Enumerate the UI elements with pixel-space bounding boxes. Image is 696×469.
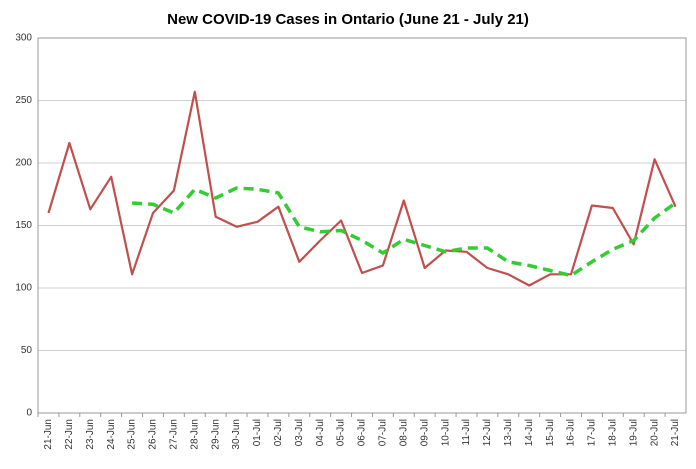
x-tick-label: 29-Jun <box>210 419 221 450</box>
x-tick-label: 19-Jul <box>628 419 639 446</box>
x-tick-label: 10-Jul <box>440 419 451 446</box>
x-tick-label: 21-Jun <box>43 419 54 450</box>
series-line <box>47 90 677 287</box>
x-tick-label: 14-Jul <box>524 419 535 446</box>
x-tick-label: 21-Jul <box>670 419 681 446</box>
x-tick-label: 13-Jul <box>503 419 514 446</box>
y-tick-label: 100 <box>15 283 32 294</box>
x-tick-label: 24-Jun <box>106 419 117 450</box>
x-tick-label: 25-Jun <box>127 419 138 450</box>
x-tick-label: 18-Jul <box>607 419 618 446</box>
x-tick-label: 20-Jul <box>649 419 660 446</box>
series-line <box>131 186 677 278</box>
x-tick-label: 22-Jun <box>64 419 75 450</box>
y-tick-label: 250 <box>15 95 32 106</box>
x-tick-label: 06-Jul <box>357 419 368 446</box>
y-tick-label: 150 <box>15 220 32 231</box>
x-tick-label: 26-Jun <box>148 419 159 450</box>
x-tick-label: 11-Jul <box>461 419 472 446</box>
x-tick-label: 09-Jul <box>419 419 430 446</box>
x-tick-label: 16-Jul <box>566 419 577 446</box>
x-tick-label: 01-Jul <box>252 419 263 446</box>
x-tick-label: 08-Jul <box>398 419 409 446</box>
x-tick-label: 03-Jul <box>294 419 305 446</box>
x-tick-label: 28-Jun <box>189 419 200 450</box>
y-tick-label: 50 <box>21 345 33 356</box>
y-tick-label: 300 <box>15 33 32 44</box>
x-tick-label: 17-Jul <box>587 419 598 446</box>
x-tick-label: 23-Jun <box>85 419 96 450</box>
x-tick-label: 04-Jul <box>315 419 326 446</box>
y-tick-label: 200 <box>15 158 32 169</box>
x-tick-label: 15-Jul <box>545 419 556 446</box>
y-tick-label: 0 <box>26 408 32 419</box>
chart-title: New COVID-19 Cases in Ontario (June 21 -… <box>167 11 529 28</box>
x-tick-label: 12-Jul <box>482 419 493 446</box>
x-tick-label: 30-Jun <box>231 419 242 450</box>
x-tick-label: 02-Jul <box>273 419 284 446</box>
x-tick-label: 27-Jun <box>169 419 180 450</box>
x-tick-label: 05-Jul <box>336 419 347 446</box>
x-tick-label: 07-Jul <box>378 419 389 446</box>
plot-border <box>37 37 687 414</box>
